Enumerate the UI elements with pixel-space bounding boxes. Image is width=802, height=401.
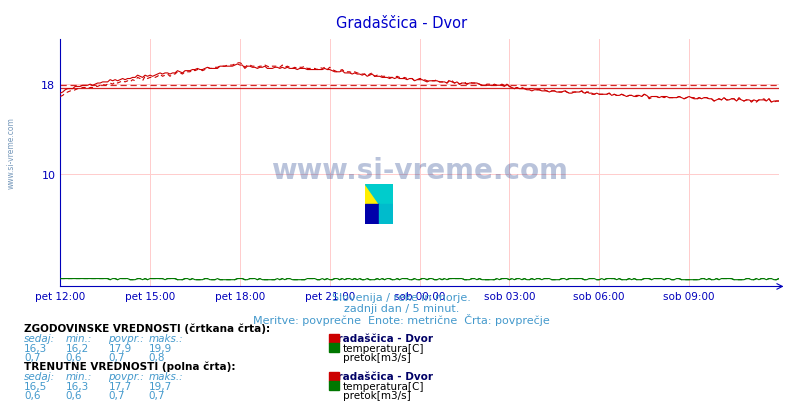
Text: 0,6: 0,6: [66, 390, 83, 400]
Text: 19,7: 19,7: [148, 381, 172, 391]
Text: temperatura[C]: temperatura[C]: [342, 381, 423, 391]
Text: min.:: min.:: [66, 371, 92, 381]
Text: povpr.:: povpr.:: [108, 371, 144, 381]
Text: 0,6: 0,6: [24, 390, 41, 400]
Text: pretok[m3/s]: pretok[m3/s]: [342, 390, 410, 400]
Text: Meritve: povprečne  Enote: metrične  Črta: povprečje: Meritve: povprečne Enote: metrične Črta:…: [253, 314, 549, 326]
Text: 0,6: 0,6: [66, 352, 83, 362]
Text: sedaj:: sedaj:: [24, 371, 55, 381]
Text: www.si-vreme.com: www.si-vreme.com: [6, 117, 15, 188]
Text: pretok[m3/s]: pretok[m3/s]: [342, 352, 410, 362]
Text: temperatura[C]: temperatura[C]: [342, 343, 423, 353]
Text: 0,8: 0,8: [148, 352, 165, 362]
Text: Gradaščica - Dvor: Gradaščica - Dvor: [329, 371, 433, 381]
Bar: [365, 205, 379, 225]
Text: Gradaščica - Dvor: Gradaščica - Dvor: [329, 334, 433, 344]
Text: Gradaščica - Dvor: Gradaščica - Dvor: [335, 16, 467, 31]
Text: 0,7: 0,7: [148, 390, 165, 400]
Text: sedaj:: sedaj:: [24, 334, 55, 344]
Text: 16,3: 16,3: [24, 343, 47, 353]
Text: 0,7: 0,7: [108, 352, 125, 362]
Text: maks.:: maks.:: [148, 371, 183, 381]
Text: povpr.:: povpr.:: [108, 334, 144, 344]
Text: 17,7: 17,7: [108, 381, 132, 391]
Text: ZGODOVINSKE VREDNOSTI (črtkana črta):: ZGODOVINSKE VREDNOSTI (črtkana črta):: [24, 323, 270, 333]
Text: 0,7: 0,7: [108, 390, 125, 400]
Text: TRENUTNE VREDNOSTI (polna črta):: TRENUTNE VREDNOSTI (polna črta):: [24, 361, 235, 371]
Bar: [379, 184, 393, 205]
Polygon shape: [365, 184, 379, 205]
Text: min.:: min.:: [66, 334, 92, 344]
Text: 16,3: 16,3: [66, 381, 89, 391]
Text: 0,7: 0,7: [24, 352, 41, 362]
Text: zadnji dan / 5 minut.: zadnji dan / 5 minut.: [343, 303, 459, 313]
Text: Slovenija / reke in morje.: Slovenija / reke in morje.: [332, 292, 470, 302]
Text: 16,5: 16,5: [24, 381, 47, 391]
Text: www.si-vreme.com: www.si-vreme.com: [271, 157, 567, 185]
Bar: [379, 205, 393, 225]
Text: 16,2: 16,2: [66, 343, 89, 353]
Text: 19,9: 19,9: [148, 343, 172, 353]
Text: 17,9: 17,9: [108, 343, 132, 353]
Bar: [365, 184, 379, 205]
Text: maks.:: maks.:: [148, 334, 183, 344]
